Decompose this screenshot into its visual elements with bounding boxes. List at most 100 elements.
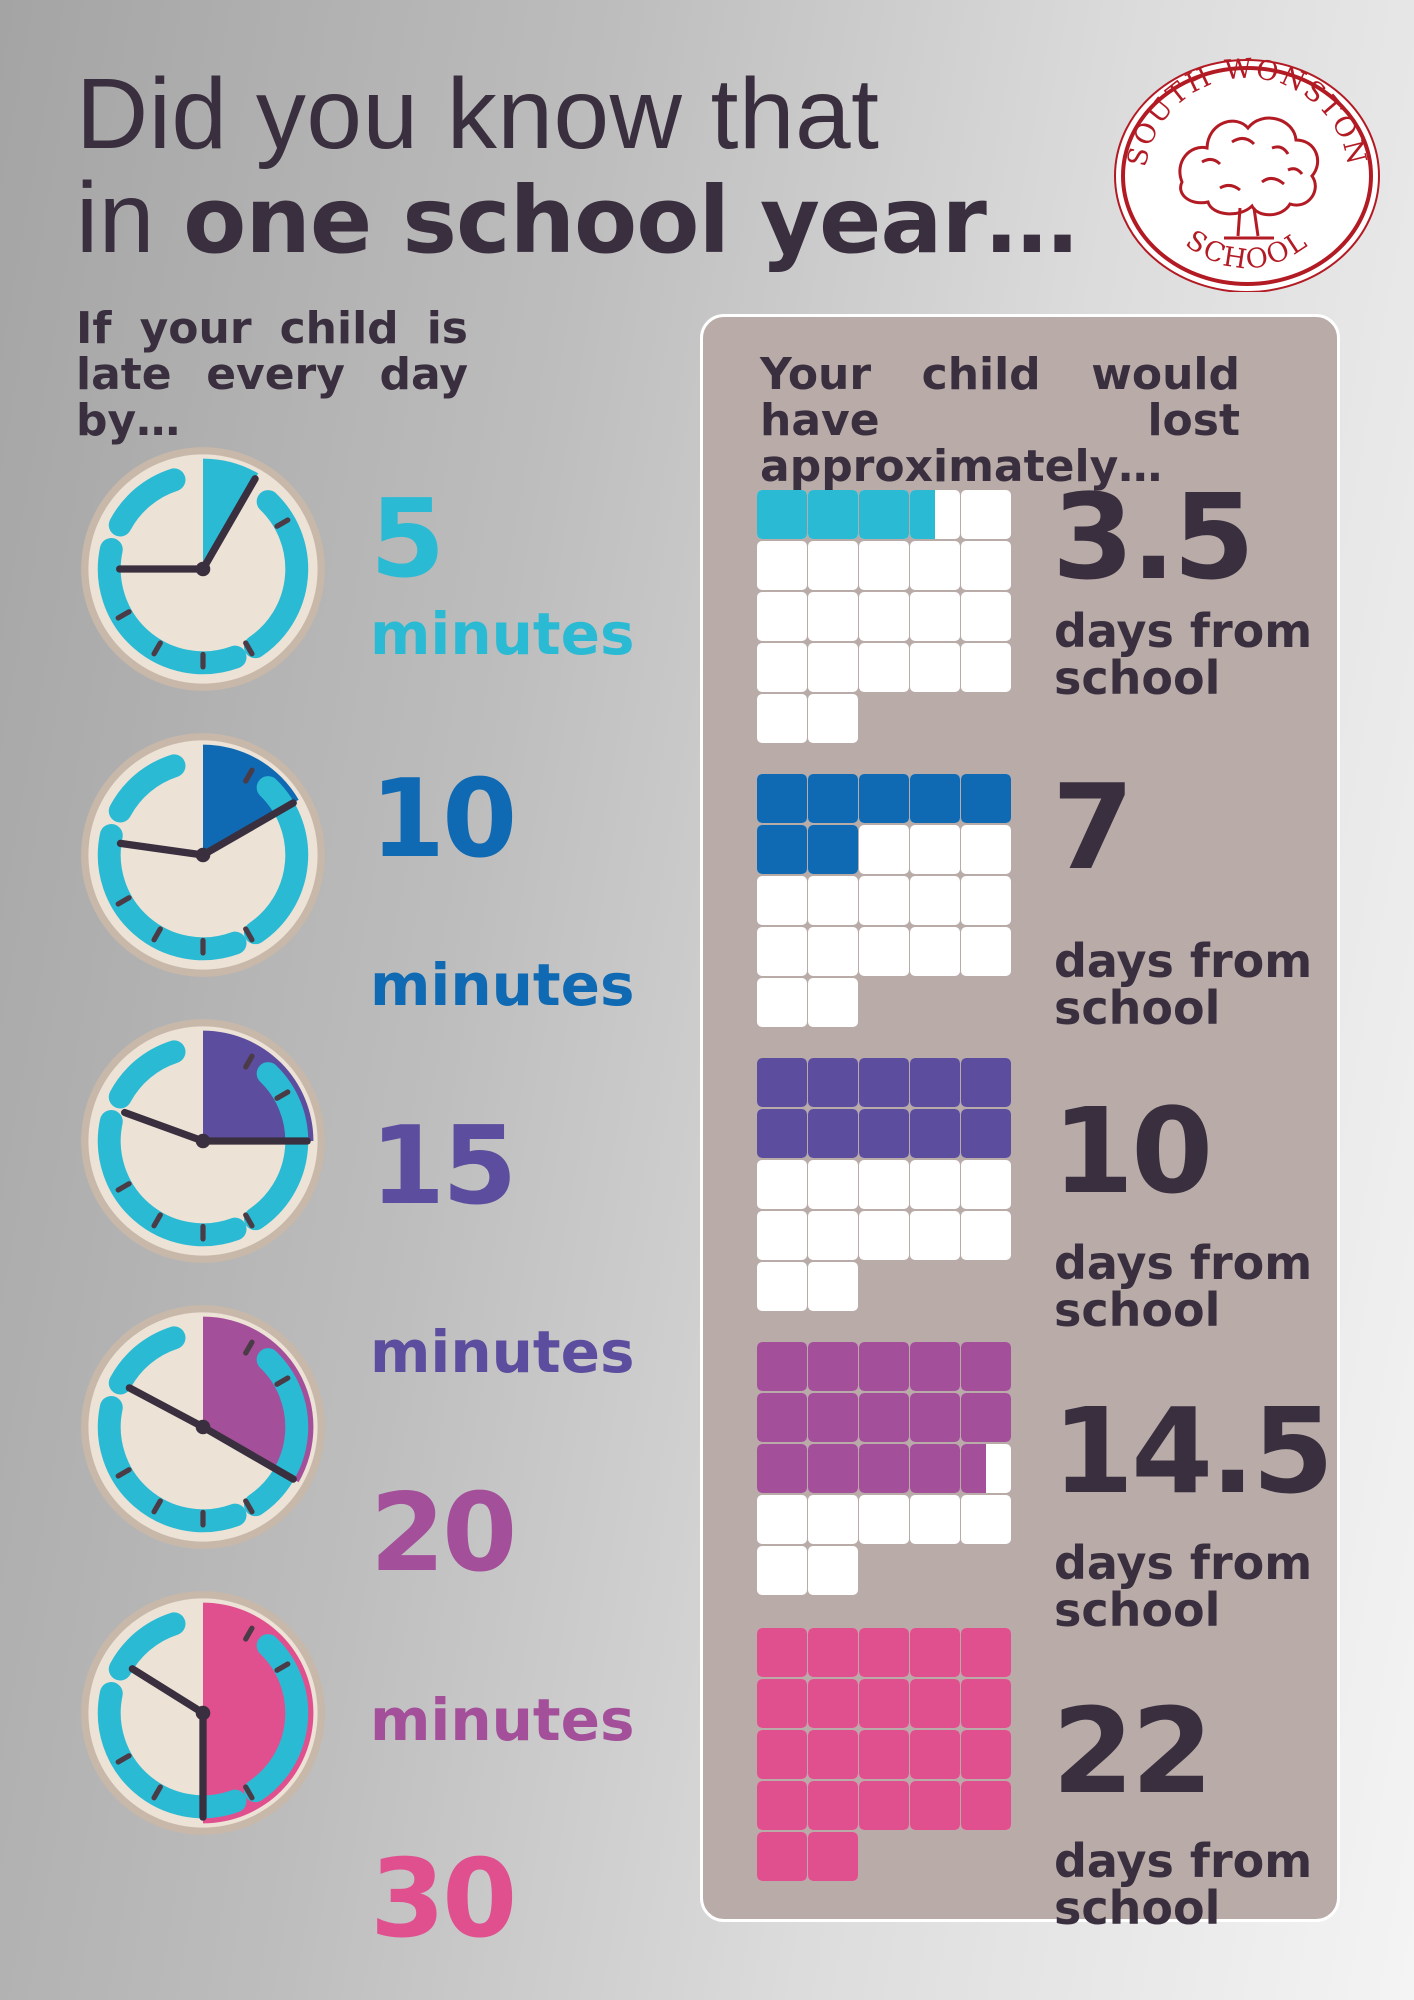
tick-mark bbox=[151, 1498, 163, 1515]
day-cell-fill bbox=[910, 1730, 960, 1779]
day-cell bbox=[961, 1444, 1011, 1493]
days-value: 22 bbox=[1052, 1682, 1213, 1820]
day-cell bbox=[961, 541, 1011, 590]
day-cell bbox=[961, 825, 1011, 874]
minutes-unit: minutes bbox=[370, 600, 635, 668]
hour-hand bbox=[121, 1108, 207, 1145]
tick-mark bbox=[274, 1089, 291, 1101]
progress-arc-left bbox=[97, 824, 247, 961]
day-cell bbox=[910, 1160, 960, 1209]
minutes-value: 10 bbox=[370, 757, 517, 882]
day-cell-fill bbox=[757, 1832, 807, 1881]
tick-mark bbox=[151, 926, 163, 943]
day-cell-fill bbox=[808, 490, 858, 539]
tick-mark bbox=[151, 1212, 163, 1229]
progress-arc-left bbox=[97, 1682, 247, 1819]
clock-5-minutes-icon bbox=[81, 447, 325, 691]
intro-right: Your child would have lost approximately… bbox=[760, 349, 1240, 492]
day-cell-fill bbox=[961, 1109, 1011, 1158]
clock-center bbox=[195, 1705, 211, 1721]
tick-mark bbox=[151, 1784, 163, 1801]
day-cell-fill bbox=[859, 1679, 909, 1728]
tick-mark bbox=[243, 1053, 255, 1070]
clock-30-minutes-icon bbox=[81, 1591, 325, 1835]
day-cell-fill bbox=[910, 774, 960, 823]
day-cell bbox=[757, 1342, 807, 1391]
day-cell-fill bbox=[910, 490, 935, 539]
tick-mark bbox=[243, 1498, 255, 1515]
days-value: 14.5 bbox=[1052, 1382, 1334, 1520]
day-cell bbox=[961, 1628, 1011, 1677]
day-cell bbox=[910, 876, 960, 925]
day-cell bbox=[961, 592, 1011, 641]
clock-10-minutes-icon bbox=[81, 733, 325, 977]
day-cell bbox=[757, 1832, 807, 1881]
day-cell bbox=[859, 774, 909, 823]
day-cell bbox=[910, 643, 960, 692]
day-cell bbox=[910, 490, 960, 539]
day-cell bbox=[757, 1781, 807, 1830]
day-cell bbox=[808, 592, 858, 641]
progress-arc-top bbox=[108, 468, 186, 537]
day-cell bbox=[808, 1262, 858, 1311]
days-grid bbox=[757, 490, 1013, 746]
day-cell-fill bbox=[859, 1058, 909, 1107]
day-cell bbox=[910, 541, 960, 590]
logo-inner-ring bbox=[1121, 66, 1373, 286]
day-cell-fill bbox=[859, 1393, 909, 1442]
title-line-1: Did you know that bbox=[76, 58, 880, 170]
tick-mark bbox=[243, 926, 255, 943]
day-cell-fill bbox=[961, 1058, 1011, 1107]
day-cell bbox=[757, 1109, 807, 1158]
day-cell bbox=[910, 592, 960, 641]
oak-tree-icon bbox=[1178, 116, 1319, 240]
day-cell-fill bbox=[910, 1342, 960, 1391]
title-line-2-bold: one school year… bbox=[183, 167, 1078, 274]
day-cell bbox=[859, 1160, 909, 1209]
day-cell-fill bbox=[757, 1628, 807, 1677]
days-label: days from school bbox=[1054, 934, 1313, 1035]
day-cell bbox=[757, 1393, 807, 1442]
tick-mark bbox=[115, 1753, 132, 1765]
day-cell bbox=[808, 694, 858, 743]
tick-mark bbox=[243, 1625, 255, 1642]
day-cell bbox=[961, 643, 1011, 692]
day-cell bbox=[757, 1160, 807, 1209]
days-grid bbox=[757, 774, 1013, 1030]
minutes-value: 20 bbox=[370, 1471, 517, 1596]
day-cell bbox=[910, 1211, 960, 1260]
day-cell-fill bbox=[808, 1393, 858, 1442]
day-cell-fill bbox=[808, 1342, 858, 1391]
day-cell bbox=[808, 1730, 858, 1779]
progress-arc-left bbox=[97, 538, 247, 675]
clock-15-minutes-icon bbox=[81, 1019, 325, 1263]
day-cell bbox=[910, 1781, 960, 1830]
day-cell-fill bbox=[961, 1628, 1011, 1677]
days-grid bbox=[757, 1058, 1013, 1314]
day-cell bbox=[859, 1730, 909, 1779]
day-cell bbox=[910, 1495, 960, 1544]
tick-mark bbox=[151, 640, 163, 657]
hour-hand bbox=[116, 839, 207, 859]
day-cell bbox=[859, 1109, 909, 1158]
day-cell bbox=[961, 1730, 1011, 1779]
minutes-value: 30 bbox=[370, 1837, 517, 1962]
day-cell-fill bbox=[808, 1109, 858, 1158]
day-cell-fill bbox=[808, 825, 858, 874]
day-cell bbox=[808, 978, 858, 1027]
school-logo: SOUTH WONSTON SCHOOL bbox=[1114, 53, 1380, 292]
day-cell bbox=[961, 1679, 1011, 1728]
day-cell bbox=[757, 541, 807, 590]
day-cell bbox=[808, 1628, 858, 1677]
tick-mark bbox=[115, 1181, 132, 1193]
day-cell bbox=[757, 1444, 807, 1493]
day-cell bbox=[757, 927, 807, 976]
page-title: Did you know that in one school year… bbox=[76, 62, 1078, 274]
day-cell-fill bbox=[859, 1730, 909, 1779]
day-cell-fill bbox=[808, 1444, 858, 1493]
progress-arc-left bbox=[97, 1110, 247, 1247]
days-grid bbox=[757, 1628, 1013, 1884]
late-sector bbox=[203, 744, 299, 855]
day-cell bbox=[859, 1781, 909, 1830]
tick-mark bbox=[243, 1212, 255, 1229]
